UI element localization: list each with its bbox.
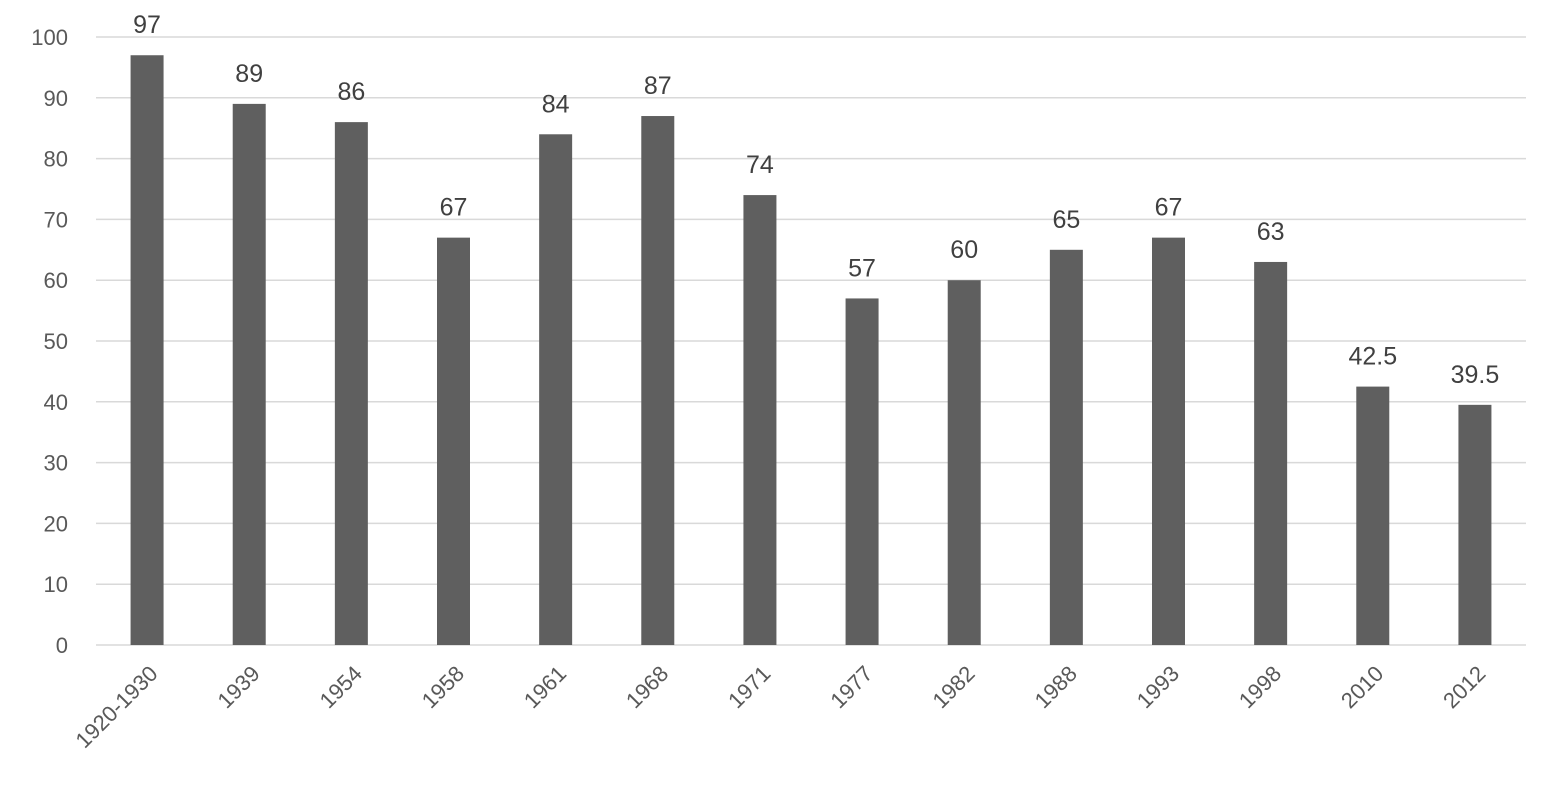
bar [539, 134, 573, 645]
data-label: 60 [950, 236, 978, 264]
data-label: 39.5 [1451, 361, 1500, 389]
bar [1254, 261, 1288, 645]
data-label: 97 [133, 11, 161, 39]
data-label: 86 [337, 78, 365, 106]
x-tick-label: 1939 [212, 661, 264, 713]
y-tick-label: 100 [31, 25, 68, 50]
y-tick-label: 0 [56, 633, 68, 658]
bar [1458, 404, 1492, 645]
y-tick-label: 90 [44, 86, 68, 111]
gridlines [96, 36, 1526, 646]
x-tick-label: 2010 [1336, 661, 1388, 713]
data-label: 65 [1052, 206, 1080, 234]
bar [743, 195, 777, 645]
data-label: 74 [746, 151, 774, 179]
bar [232, 103, 266, 645]
x-tick-label: 1920-1930 [71, 661, 163, 753]
data-label: 87 [644, 72, 672, 100]
x-tick-label: 1961 [519, 661, 571, 713]
data-label: 67 [1155, 194, 1183, 222]
y-axis-ticks: 0 10 20 30 40 50 60 70 80 90 100 [31, 25, 68, 658]
x-tick-label: 1968 [621, 661, 673, 713]
bar [1152, 237, 1185, 645]
bar [845, 298, 879, 645]
y-tick-label: 60 [44, 268, 68, 293]
bar [1049, 249, 1083, 646]
x-tick-label: 1998 [1234, 661, 1286, 713]
bar [130, 55, 164, 646]
bar [1356, 386, 1390, 645]
y-tick-label: 10 [44, 572, 68, 597]
x-axis-ticks: 1920-1930 1939 1954 1958 1961 1968 1971 1977 198… [71, 661, 1491, 753]
bar [334, 122, 368, 646]
data-label: 57 [848, 254, 876, 282]
x-tick-label: 1977 [825, 661, 877, 713]
data-label: 42.5 [1348, 343, 1397, 371]
bar [641, 116, 675, 646]
y-tick-label: 40 [44, 390, 68, 415]
y-tick-label: 80 [44, 147, 68, 172]
x-tick-label: 1971 [723, 661, 775, 713]
data-label: 89 [235, 60, 263, 88]
data-labels: 97 89 86 67 84 87 74 57 60 65 67 63 42.5 39.5 [133, 11, 1499, 389]
x-tick-label: 2012 [1438, 661, 1490, 713]
x-tick-label: 1958 [417, 661, 469, 713]
data-label: 63 [1257, 218, 1285, 246]
x-tick-label: 1954 [315, 661, 367, 713]
x-tick-label: 1988 [1030, 661, 1082, 713]
data-label: 67 [440, 194, 468, 222]
y-tick-label: 30 [44, 451, 68, 476]
y-tick-label: 50 [44, 329, 68, 354]
x-tick-label: 1982 [927, 661, 979, 713]
bar [947, 280, 981, 645]
bars [130, 55, 1492, 646]
bar [437, 237, 470, 645]
y-tick-label: 70 [44, 207, 68, 232]
data-label: 84 [542, 90, 570, 118]
y-tick-label: 20 [44, 511, 68, 536]
x-tick-label: 1993 [1132, 661, 1184, 713]
